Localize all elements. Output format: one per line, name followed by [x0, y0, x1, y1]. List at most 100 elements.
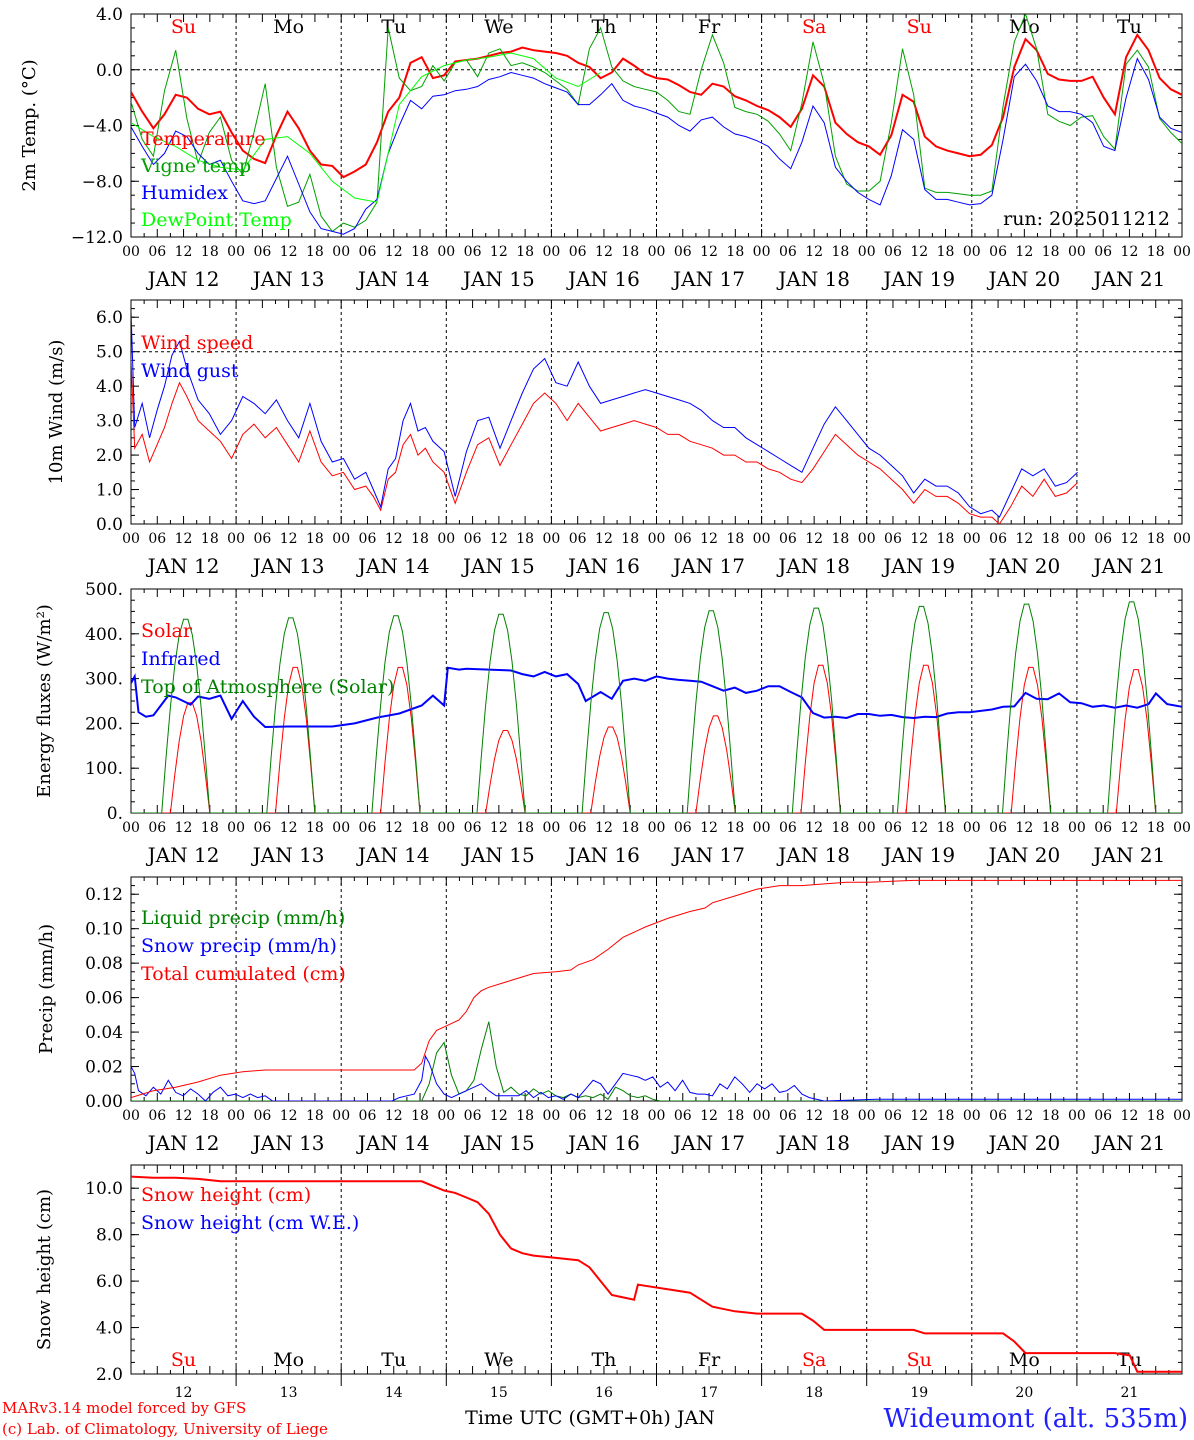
- series-line: [131, 1054, 1182, 1101]
- hour-label: 18: [832, 531, 850, 547]
- hour-label: 18: [621, 531, 639, 547]
- hour-label: 12: [910, 1108, 928, 1124]
- y-tick-label: 3.0: [96, 412, 123, 432]
- series-line: [131, 310, 1078, 518]
- hour-label: 12: [595, 531, 613, 547]
- footer-model-label: MARv3.14 model forced by GFS: [2, 1399, 246, 1417]
- hour-label: 00: [227, 1108, 245, 1124]
- weekday-label: Sa: [802, 1349, 826, 1371]
- hour-label: 18: [201, 820, 219, 836]
- hour-label: 18: [937, 531, 955, 547]
- hour-label: 00: [753, 244, 771, 260]
- hour-label: 00: [1068, 1108, 1086, 1124]
- y-tick-label: 6.0: [96, 1272, 123, 1292]
- date-label: JAN 21: [1092, 1131, 1166, 1155]
- date-label: JAN 20: [986, 554, 1060, 578]
- legend-entry: Wind gust: [141, 360, 239, 382]
- hour-label: 12: [385, 244, 403, 260]
- y-tick-label: 0.08: [85, 954, 123, 974]
- weekday-label: Tu: [381, 1349, 406, 1371]
- weekday-label: Mo: [1009, 1349, 1040, 1371]
- hour-label: 18: [516, 244, 534, 260]
- plot-frame: [130, 299, 1183, 525]
- series-line: [131, 14, 1182, 233]
- hour-label: 12: [805, 820, 823, 836]
- hour-label: 06: [674, 1108, 692, 1124]
- hour-label: 06: [464, 820, 482, 836]
- hour-label: 18: [201, 531, 219, 547]
- hour-label: 06: [253, 531, 271, 547]
- hour-label: 06: [779, 531, 797, 547]
- hour-label: 00: [122, 531, 140, 547]
- hour-label: 00: [963, 531, 981, 547]
- hour-label: 18: [621, 1108, 639, 1124]
- hour-label: 06: [148, 244, 166, 260]
- y-tick-label: 300.: [85, 670, 123, 690]
- hour-label: 00: [1068, 531, 1086, 547]
- hour-label: 00: [122, 244, 140, 260]
- legend-entry: Solar: [141, 620, 193, 642]
- hour-label: 00: [332, 1108, 350, 1124]
- hour-label: 00: [332, 820, 350, 836]
- y-tick-label: −12.0: [71, 228, 123, 248]
- hour-label: 06: [779, 1108, 797, 1124]
- panel-1: 4.0 0.0 −4.0 −8.0 −12.0 2m Temp. (°C) 00 06 12 18…: [19, 5, 1191, 291]
- y-axis-label: 10m Wind (m/s): [46, 340, 67, 485]
- hour-label: 18: [411, 531, 429, 547]
- hour-label: 06: [989, 1108, 1007, 1124]
- run-annotation: run: 2025011212: [1003, 208, 1170, 230]
- hour-label: 06: [1094, 820, 1112, 836]
- hour-label: 00: [332, 244, 350, 260]
- date-label: JAN 15: [461, 843, 535, 867]
- y-tick-label: −8.0: [82, 172, 123, 192]
- hour-label: 00: [122, 820, 140, 836]
- hour-label: 18: [621, 820, 639, 836]
- date-label: JAN 13: [251, 1131, 325, 1155]
- hour-label: 18: [306, 1108, 324, 1124]
- hour-label: 12: [805, 1108, 823, 1124]
- hour-label: 06: [359, 531, 377, 547]
- hour-label: 18: [411, 820, 429, 836]
- legend-entry: Wind speed: [141, 332, 253, 354]
- station-title: Wideumont (alt. 535m): [884, 1404, 1188, 1434]
- y-tick-label: 100.: [85, 759, 123, 779]
- hour-label: 00: [963, 1108, 981, 1124]
- legend-entry: DewPoint Temp: [141, 209, 292, 231]
- y-tick-label: 0.12: [85, 885, 123, 905]
- weekday-label: Su: [907, 16, 932, 38]
- date-label: JAN 18: [776, 843, 850, 867]
- date-label: JAN 21: [1092, 554, 1166, 578]
- hour-label: 06: [1094, 531, 1112, 547]
- y-tick-label: 0.0: [96, 61, 123, 81]
- hour-label: 12: [700, 531, 718, 547]
- series-line: [131, 358, 1078, 524]
- date-label: JAN 19: [881, 1131, 955, 1155]
- hour-label: 00: [1068, 820, 1086, 836]
- y-axis-label: 2m Temp. (°C): [19, 59, 40, 191]
- weekday-label: Su: [171, 16, 196, 38]
- hour-label: 06: [1094, 244, 1112, 260]
- hour-label: 06: [989, 820, 1007, 836]
- date-label: JAN 15: [461, 267, 535, 291]
- hour-label: 18: [1147, 531, 1165, 547]
- hour-label: 06: [464, 531, 482, 547]
- hour-label: 00: [753, 820, 771, 836]
- date-label: JAN 20: [986, 267, 1060, 291]
- y-tick-label: 4.0: [96, 377, 123, 397]
- hour-label: 00: [437, 244, 455, 260]
- y-tick-label: 0.02: [85, 1058, 123, 1078]
- day-number-label: 14: [385, 1385, 403, 1401]
- hour-label: 18: [1147, 820, 1165, 836]
- hour-label: 12: [1015, 531, 1033, 547]
- date-label: JAN 17: [671, 843, 745, 867]
- hour-label: 06: [779, 820, 797, 836]
- hour-label: 00: [542, 244, 560, 260]
- y-tick-label: 200.: [85, 714, 123, 734]
- weekday-label: Mo: [1009, 16, 1040, 38]
- y-tick-label: 400.: [85, 625, 123, 645]
- hour-label: 18: [726, 820, 744, 836]
- hour-label: 12: [805, 244, 823, 260]
- hour-label: 00: [227, 820, 245, 836]
- hour-label: 12: [910, 820, 928, 836]
- hour-label: 06: [989, 531, 1007, 547]
